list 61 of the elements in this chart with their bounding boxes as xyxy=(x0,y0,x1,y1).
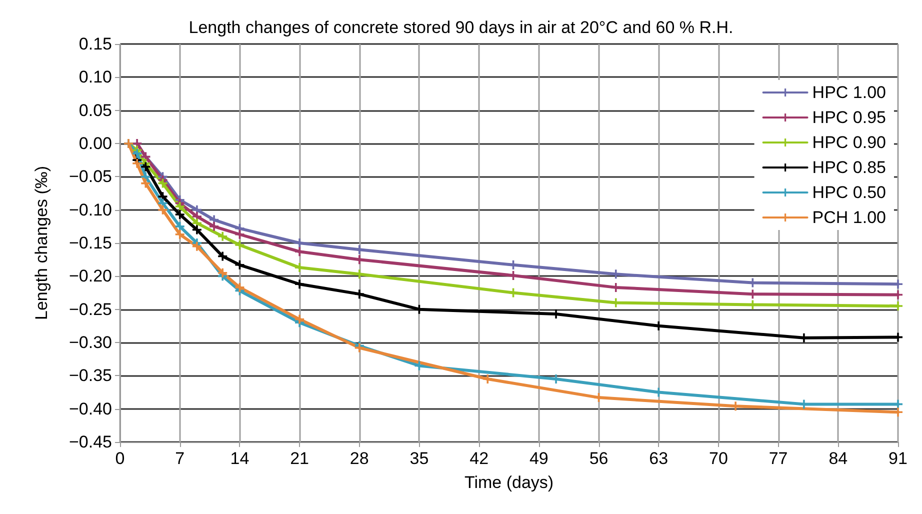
y-tick-label: −0.40 xyxy=(68,399,112,418)
point xyxy=(192,242,202,251)
y-tick-label: −0.10 xyxy=(68,200,112,220)
x-tick-label: 56 xyxy=(589,449,608,468)
y-tick-label: −0.25 xyxy=(68,300,112,319)
point xyxy=(354,290,364,299)
legend-label: HPC 0.90 xyxy=(812,133,886,152)
legend-label: HPC 1.00 xyxy=(812,83,886,102)
point xyxy=(235,260,244,270)
x-tick-label: 91 xyxy=(888,449,908,468)
chart-title: Length changes of concrete stored 90 days in air at 20°C and 60 % R.H. xyxy=(188,18,734,37)
y-tick-label: 0.10 xyxy=(78,68,112,87)
point xyxy=(192,225,202,234)
x-tick-label: 63 xyxy=(649,449,668,468)
point xyxy=(141,178,150,188)
point xyxy=(132,158,142,168)
y-tick-label: −0.30 xyxy=(68,333,112,352)
y-axis-title: Length changes (‰) xyxy=(32,166,51,320)
point xyxy=(295,280,304,289)
y-tick-label: 0.00 xyxy=(78,134,112,153)
point xyxy=(235,230,244,239)
x-tick-label: 70 xyxy=(709,449,728,468)
legend-label: HPC 0.50 xyxy=(812,183,886,202)
point xyxy=(354,270,364,279)
point xyxy=(218,268,228,278)
legend-label: HPC 0.85 xyxy=(812,158,886,177)
x-tick-label: 28 xyxy=(350,449,369,468)
x-tick-label: 21 xyxy=(290,449,309,468)
point xyxy=(235,282,244,292)
x-tick-label: 49 xyxy=(529,449,548,468)
point xyxy=(295,314,304,324)
point xyxy=(218,232,228,241)
legend-label: PCH 1.00 xyxy=(812,208,886,227)
legend-label: HPC 0.95 xyxy=(812,108,886,127)
point xyxy=(210,222,219,231)
point xyxy=(654,388,664,397)
point xyxy=(175,230,184,239)
point xyxy=(141,162,150,172)
point xyxy=(175,210,184,219)
y-tick-label: −0.45 xyxy=(68,432,112,452)
point xyxy=(235,240,244,250)
x-tick-label: 77 xyxy=(768,449,788,468)
y-tick-label: −0.05 xyxy=(68,167,112,186)
x-tick-label: 7 xyxy=(175,449,185,468)
point xyxy=(132,148,142,158)
y-tick-label: −0.15 xyxy=(68,234,112,252)
y-tick-label: −0.35 xyxy=(68,366,112,386)
x-tick-label: 42 xyxy=(470,449,489,468)
point xyxy=(483,374,492,384)
y-tick-label: −0.20 xyxy=(68,266,112,286)
point xyxy=(175,202,184,212)
y-tick-label: 0.05 xyxy=(78,100,112,120)
x-tick-label: 84 xyxy=(828,449,848,468)
y-tick-label: 0.15 xyxy=(78,34,112,54)
x-tick-label: 14 xyxy=(230,449,250,468)
x-axis-title: Time (days) xyxy=(464,473,554,492)
point xyxy=(175,222,184,231)
x-tick-label: 0 xyxy=(115,449,125,468)
point xyxy=(218,252,228,261)
x-tick-label: 35 xyxy=(410,449,429,468)
point xyxy=(295,247,304,256)
